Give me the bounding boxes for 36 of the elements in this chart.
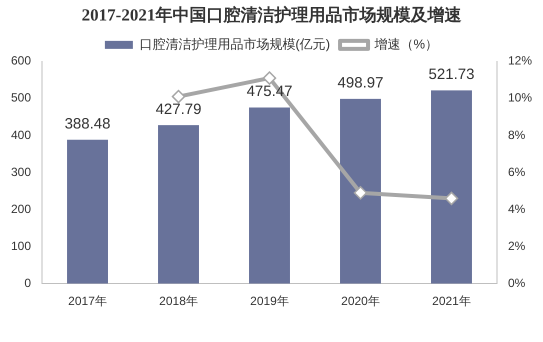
y2-tick-label: 2% [508, 238, 526, 253]
y-tick-label: 600 [10, 54, 32, 68]
y-tick-label: 0 [24, 276, 32, 290]
legend-label: 增速（%） [374, 36, 438, 52]
data-label: 427.79 [156, 100, 202, 118]
y-tick-label: 100 [10, 238, 32, 253]
y-tick-label: 500 [10, 90, 32, 105]
y-tick-label: 400 [10, 128, 32, 142]
data-label: 521.73 [428, 66, 474, 84]
point [262, 71, 276, 85]
data-label: 475.47 [246, 83, 292, 100]
bar [249, 108, 290, 284]
bar [431, 90, 472, 284]
chart-title: 2017-2021年中国口腔清洁护理用品市场规模及增速 [82, 6, 462, 25]
data-label: 388.48 [64, 115, 110, 132]
bar [67, 140, 108, 284]
y2-tick-label: 6% [508, 164, 526, 179]
x-tick-label: 2018年 [159, 294, 198, 308]
x-tick-label: 2017年 [68, 294, 107, 308]
x-tick-label: 2021年 [432, 294, 471, 308]
bar [158, 125, 199, 284]
y2-tick-label: 0% [508, 276, 526, 290]
bar [340, 98, 381, 284]
legend-label: 口腔清洁护理用品市场规模(亿元) [139, 36, 330, 52]
y-tick-label: 300 [10, 164, 32, 179]
y2-tick-label: 12% [508, 54, 532, 68]
y2-tick-label: 10% [508, 90, 532, 105]
x-tick-label: 2020年 [341, 294, 380, 308]
point [172, 90, 186, 104]
point [444, 192, 458, 206]
data-label: 498.97 [338, 74, 384, 92]
y-tick-label: 200 [10, 202, 32, 216]
x-tick-label: 2019年 [250, 294, 289, 308]
y2-tick-label: 8% [508, 128, 526, 142]
y2-tick-label: 4% [508, 202, 526, 216]
point [354, 186, 368, 200]
